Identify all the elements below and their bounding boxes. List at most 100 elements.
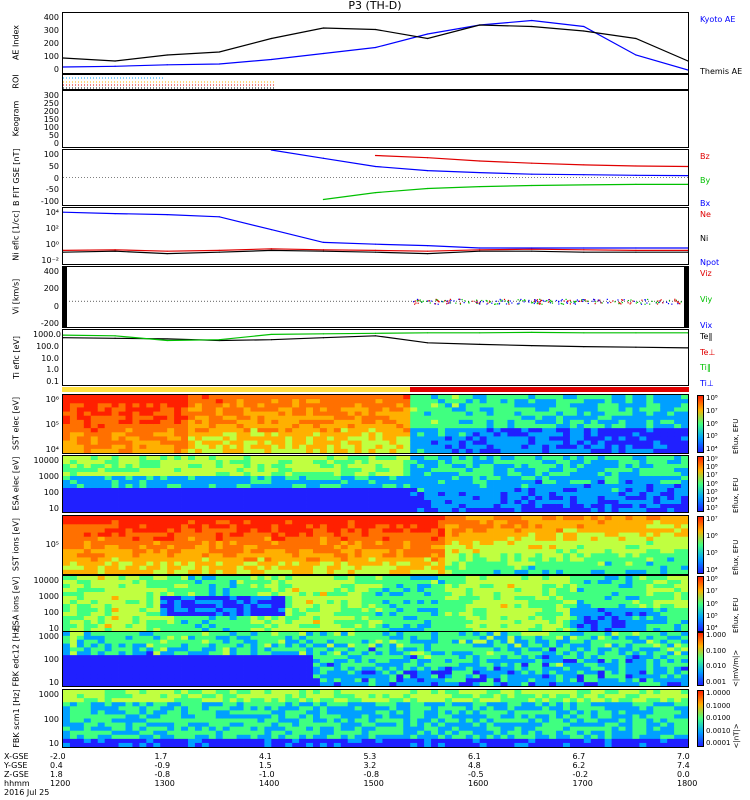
spectrogram-cell bbox=[410, 403, 418, 408]
spectrogram-cell bbox=[278, 569, 286, 574]
spectrogram-cell bbox=[299, 628, 307, 632]
spectrogram-cell bbox=[674, 419, 682, 425]
spectrogram-cell bbox=[146, 545, 154, 550]
spectrogram-cell bbox=[181, 395, 189, 400]
spectrogram-cell bbox=[653, 419, 661, 425]
spectrogram-cell bbox=[215, 528, 224, 533]
spectrogram-cell bbox=[681, 565, 688, 571]
spectrogram-cell bbox=[319, 628, 328, 632]
spectrogram-cell bbox=[500, 480, 508, 485]
series-line-te- bbox=[63, 335, 688, 349]
spectrogram-cell bbox=[271, 516, 279, 521]
spectrogram-cell bbox=[292, 576, 300, 581]
spectrogram-cell bbox=[257, 545, 265, 550]
spectrogram-cell bbox=[340, 492, 349, 497]
spectrogram-cell bbox=[382, 580, 390, 585]
y-tick-label: 100 bbox=[43, 52, 59, 61]
spectrogram-cell bbox=[215, 460, 224, 465]
spectrogram-cell bbox=[438, 508, 446, 512]
spectrogram-cell bbox=[625, 516, 633, 521]
spectrogram-cell bbox=[618, 549, 626, 554]
spectrogram-cell bbox=[181, 604, 189, 609]
spectrogram-cell bbox=[104, 584, 113, 589]
spectrogram-cell bbox=[486, 545, 494, 550]
spectrogram-cell bbox=[264, 596, 272, 601]
spectrogram-cell bbox=[326, 480, 335, 485]
spectrogram-cell bbox=[507, 399, 515, 404]
spectrogram-cell bbox=[465, 484, 474, 489]
spectrogram-cell bbox=[604, 428, 613, 433]
data-point bbox=[479, 171, 481, 174]
spectrogram-cell bbox=[125, 600, 133, 605]
spectrogram-cell bbox=[194, 411, 203, 417]
spectrogram-cell bbox=[653, 476, 661, 481]
spectrogram-cell bbox=[556, 460, 564, 465]
spectrogram-cell bbox=[264, 464, 272, 469]
spectrogram-cell bbox=[326, 608, 335, 613]
spectrogram-cell bbox=[507, 569, 515, 574]
spectrogram-cell bbox=[563, 565, 571, 571]
data-point bbox=[218, 249, 220, 252]
spectrogram-cell bbox=[229, 545, 238, 550]
spectrogram-cell bbox=[639, 460, 647, 465]
spectrogram-cell bbox=[229, 496, 238, 501]
spectrogram-cell bbox=[104, 580, 113, 585]
spectrogram-cell bbox=[299, 528, 307, 533]
spectrogram-cell bbox=[118, 504, 126, 509]
spectrogram-cell bbox=[590, 464, 599, 469]
panel-sst_e-canvas bbox=[63, 395, 688, 453]
spectrogram-cell bbox=[576, 528, 585, 533]
spectrogram-cell bbox=[160, 411, 168, 417]
spectrogram-cell bbox=[63, 536, 71, 542]
spectrogram-cell bbox=[160, 508, 168, 512]
spectrogram-cell bbox=[667, 532, 675, 538]
spectrogram-cell bbox=[326, 500, 335, 505]
spectrogram-cell bbox=[556, 524, 564, 529]
spectrogram-cell bbox=[153, 428, 161, 433]
spectrogram-cell bbox=[319, 608, 328, 613]
data-point bbox=[426, 252, 429, 255]
spectrogram-cell bbox=[229, 565, 238, 571]
spectrogram-cell bbox=[125, 536, 133, 542]
spectrogram-cell bbox=[535, 561, 543, 567]
panel-bfit bbox=[62, 149, 689, 206]
spectrogram-cell bbox=[396, 415, 404, 421]
spectrogram-cell bbox=[514, 569, 522, 574]
spectrogram-cell bbox=[361, 428, 369, 433]
spectrogram-cell bbox=[222, 536, 231, 542]
spectrogram-cell bbox=[319, 592, 328, 597]
spectrogram-cell bbox=[132, 569, 140, 574]
spectrogram-cell bbox=[333, 561, 342, 567]
spectrogram-cell bbox=[507, 484, 515, 489]
spectrogram-cell bbox=[313, 395, 321, 400]
spectrogram-cell bbox=[313, 576, 321, 581]
data-point bbox=[426, 187, 429, 190]
spectrogram-cell bbox=[76, 600, 85, 605]
spectrogram-cell bbox=[236, 624, 244, 629]
spectrogram-cell bbox=[660, 549, 668, 554]
spectrogram-cell bbox=[611, 468, 619, 473]
spectrogram-cell bbox=[306, 460, 314, 465]
spectrogram-cell bbox=[653, 524, 661, 529]
spectrogram-cell bbox=[410, 508, 418, 512]
spectrogram-cell bbox=[618, 403, 626, 408]
spectrogram-cell bbox=[660, 524, 668, 529]
velocity-sample bbox=[651, 300, 653, 302]
spectrogram-cell bbox=[514, 472, 522, 477]
spectrogram-cell bbox=[382, 484, 390, 489]
data-point bbox=[479, 343, 481, 345]
spectrogram-cell bbox=[444, 395, 453, 400]
spectrogram-cell bbox=[243, 428, 251, 433]
velocity-sample bbox=[531, 302, 534, 304]
spectrogram-cell bbox=[271, 620, 279, 625]
spectrogram-cell bbox=[174, 468, 182, 473]
spectrogram-cell bbox=[431, 504, 439, 509]
spectrogram-cell bbox=[493, 528, 501, 533]
spectrogram-cell bbox=[250, 604, 258, 609]
spectrogram-cell bbox=[76, 460, 85, 465]
spectrogram-cell bbox=[292, 545, 300, 550]
velocity-sample bbox=[577, 300, 579, 302]
spectrogram-cell bbox=[521, 407, 529, 412]
spectrogram-cell bbox=[563, 569, 571, 574]
spectrogram-cell bbox=[160, 616, 168, 621]
